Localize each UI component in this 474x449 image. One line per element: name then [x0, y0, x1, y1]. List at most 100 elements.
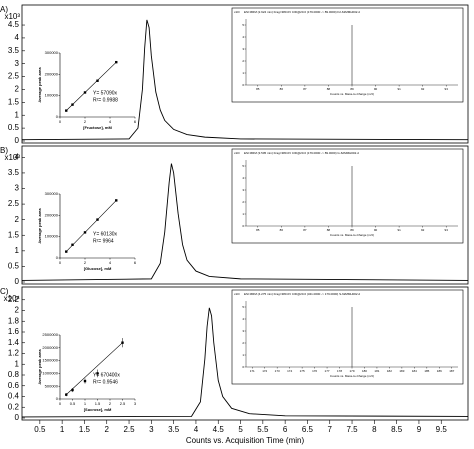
x-tick-label: 6 [283, 425, 288, 434]
x-tick-label: 9 [417, 425, 422, 434]
y-tick-label: 0.8 [8, 370, 20, 379]
x-tick-label: 2 [105, 425, 110, 434]
spectrum-x-tick-label: 171 [250, 369, 255, 373]
spectrum-x-label: Counts vs. Mass-to-Charge (m/z) [330, 233, 374, 237]
spectrum-x-tick-label: 90 [374, 87, 378, 91]
inset-y-tick-label: 200000 [45, 212, 59, 217]
inset-y-label: Average peak area [37, 349, 42, 385]
calibration-point [71, 388, 74, 392]
inset-y-label: Average peak area [37, 67, 42, 103]
calibration-point [96, 218, 99, 221]
y-tick-label: 2.2 [8, 295, 20, 304]
inset-y-tick-label: 1500000 [42, 358, 58, 363]
spectrum-y-tick-label: 0 [242, 365, 244, 369]
x-tick-label: 1.5 [79, 425, 91, 434]
calibration-point [121, 341, 124, 344]
y-tick-label: 0.2 [8, 402, 20, 411]
y-tick-label: 1.6 [8, 327, 20, 336]
spectrum-x-tick-label: 185 [424, 369, 429, 373]
x-tick-label: 5 [238, 425, 243, 434]
y-tick-label: 3 [15, 59, 20, 68]
spectrum-x-tick-label: 93 [445, 228, 449, 232]
spectrum-x-label: Counts vs. Mass-to-Charge (m/z) [330, 92, 374, 96]
inset-x-tick-label: 2 [109, 401, 112, 406]
spectrum-y-tick-label: 0 [242, 83, 244, 87]
spectrum-multiplier: x10¹ [234, 151, 240, 155]
spectrum-x-tick-label: 85 [256, 228, 260, 232]
y-tick-label: 4 [15, 33, 20, 42]
y-tick-label: 0 [15, 277, 20, 286]
spectrum-title: ESI MRM (2.924 min) Frag=380.0V CID@20.0… [244, 10, 360, 14]
spectrum-y-tick-label: 1 [242, 353, 244, 357]
calibration-point [71, 103, 74, 106]
inset-y-tick-label: 100000 [45, 93, 59, 98]
calibration-point [96, 79, 99, 82]
y-tick-label: 4.5 [8, 20, 20, 29]
inset-y-tick-label: 300000 [45, 191, 59, 196]
fit-line [66, 342, 123, 395]
spectrum-x-tick-label: 183 [399, 369, 404, 373]
inset-x-tick-label: 3 [134, 401, 137, 406]
spectrum-x-tick-label: 92 [421, 87, 425, 91]
spectrum-frame [231, 148, 464, 244]
x-tick-label: 4.5 [213, 425, 225, 434]
y-multiplier: x10³ [4, 12, 20, 21]
y-tick-label: 3 [15, 184, 20, 193]
spectrum-x-tick-label: 90 [374, 228, 378, 232]
inset-x-tick-label: 2.5 [120, 401, 126, 406]
calibration-point [96, 372, 99, 375]
spectrum-x-tick-label: 173 [275, 369, 280, 373]
calibration-point [65, 109, 68, 112]
spectrum-y-tick-label: 2 [242, 59, 244, 63]
inset-y-tick-label: 300000 [45, 50, 59, 55]
spectrum-x-tick-label: 93 [445, 87, 449, 91]
spectrum-x-tick-label: 175 [300, 369, 305, 373]
y-tick-label: 0 [15, 413, 20, 422]
fit-line [66, 61, 117, 111]
panel-label: A) [0, 5, 8, 14]
calibration-point [71, 243, 74, 246]
spectrum-y-tick-label: 4 [242, 176, 244, 180]
equation: Y= 60130x [93, 231, 118, 237]
spectrum-x-tick-label: 89 [350, 87, 354, 91]
inset-x-tick-label: 0.5 [70, 401, 76, 406]
spectrum-x-tick-label: 179 [349, 369, 354, 373]
y-tick-label: 2.5 [8, 72, 20, 81]
panel-label: C) [0, 287, 9, 296]
spectrum-title: ESI MRM (4.275 min) Frag=380.0V CID@20.0… [244, 292, 360, 296]
spectrum-x-tick-label: 184 [412, 369, 417, 373]
inset-y-tick-label: 0 [56, 396, 59, 401]
inset-y-tick-label: 2000000 [42, 345, 58, 350]
spectrum-y-tick-label: 4 [242, 35, 244, 39]
x-tick-label: 8.5 [391, 425, 403, 434]
y-tick-label: 1 [15, 246, 20, 255]
spectrum-y-tick-label: 5 [242, 164, 244, 168]
spectrum-x-tick-label: 92 [421, 228, 425, 232]
inset-x-tick-label: 1.5 [95, 401, 101, 406]
x-tick-label: 4 [194, 425, 199, 434]
spectrum-y-tick-label: 2 [242, 341, 244, 345]
inset-x-label: [Fructose], mM [83, 125, 112, 130]
y-tick-label: 1 [15, 359, 20, 368]
spectrum-x-tick-label: 176 [312, 369, 317, 373]
spectrum-x-tick-label: 88 [327, 228, 331, 232]
calibration-point [115, 199, 118, 202]
spectrum-y-tick-label: 1 [242, 71, 244, 75]
inset-x-tick-label: 4 [109, 260, 112, 265]
inset-y-tick-label: 500000 [45, 383, 59, 388]
inset-y-tick-label: 1000000 [42, 370, 58, 375]
y-tick-label: 0 [15, 136, 20, 145]
y-tick-label: 3.5 [8, 168, 20, 177]
spectrum-frame [231, 289, 464, 385]
calibration-point [115, 60, 118, 64]
x-tick-label: 8 [372, 425, 377, 434]
spectrum-x-tick-label: 91 [397, 87, 401, 91]
spectrum-x-tick-label: 181 [374, 369, 379, 373]
spectrum-multiplier: x10¹ [234, 292, 240, 296]
spectrum-x-tick-label: 88 [327, 87, 331, 91]
inset-x-tick-label: 0 [59, 119, 62, 124]
r-squared: R²= 0.9546 [93, 379, 118, 385]
inset-y-tick-label: 200000 [45, 71, 59, 76]
spectrum-x-tick-label: 182 [387, 369, 392, 373]
